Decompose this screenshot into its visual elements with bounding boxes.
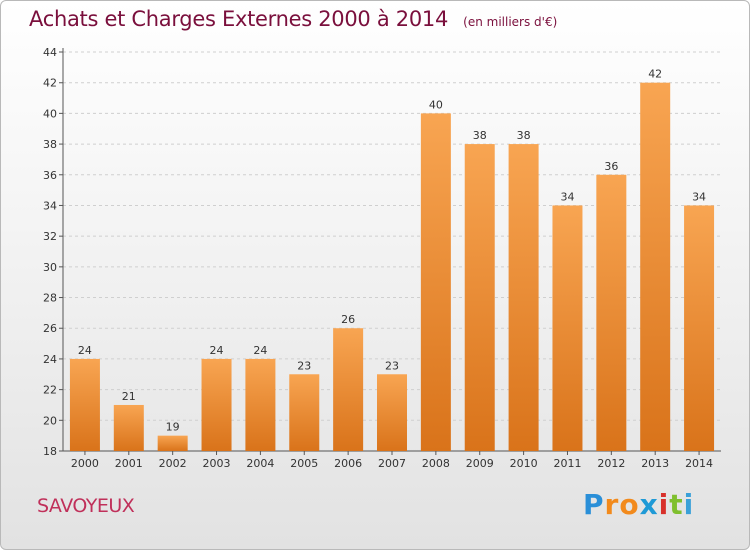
x-tick-label: 2011 bbox=[553, 457, 581, 470]
x-tick-label: 2002 bbox=[159, 457, 187, 470]
y-tick-label: 24 bbox=[43, 353, 57, 366]
y-tick-label: 20 bbox=[43, 414, 57, 427]
value-label: 21 bbox=[122, 390, 136, 403]
value-label: 23 bbox=[297, 359, 311, 372]
logo-letter: o bbox=[619, 488, 640, 521]
x-tick-label: 2009 bbox=[466, 457, 494, 470]
logo-letter: t bbox=[669, 488, 684, 521]
chart-title: Achats et Charges Externes 2000 à 2014 bbox=[29, 7, 449, 31]
x-tick-label: 2004 bbox=[246, 457, 274, 470]
bar bbox=[201, 358, 232, 451]
x-tick-label: 2010 bbox=[510, 457, 538, 470]
value-label: 24 bbox=[210, 344, 224, 357]
bar bbox=[640, 82, 671, 451]
bar bbox=[289, 374, 320, 451]
x-tick-label: 2012 bbox=[597, 457, 625, 470]
x-tick-label: 2005 bbox=[290, 457, 318, 470]
logo-letter: x bbox=[639, 488, 659, 521]
bar bbox=[377, 374, 407, 451]
logo-letter: P bbox=[583, 488, 605, 521]
value-label: 23 bbox=[385, 359, 399, 372]
value-label: 24 bbox=[253, 344, 267, 357]
value-label: 38 bbox=[473, 129, 487, 142]
y-tick-label: 30 bbox=[43, 261, 57, 274]
value-label: 38 bbox=[517, 129, 531, 142]
bar bbox=[157, 435, 188, 451]
value-label: 42 bbox=[648, 68, 662, 81]
logo-letter: i bbox=[683, 488, 695, 521]
y-tick-label: 38 bbox=[43, 138, 57, 151]
bar bbox=[69, 358, 100, 451]
y-tick-label: 28 bbox=[43, 292, 57, 305]
x-tick-label: 2000 bbox=[71, 457, 99, 470]
bar bbox=[684, 205, 715, 451]
bar bbox=[245, 358, 276, 451]
value-label: 34 bbox=[560, 190, 574, 203]
bars bbox=[69, 82, 715, 452]
x-tick-label: 2008 bbox=[422, 457, 450, 470]
title-block: Achats et Charges Externes 2000 à 2014 (… bbox=[29, 7, 557, 31]
logo-letter: i bbox=[658, 488, 670, 521]
x-tick-label: 2003 bbox=[203, 457, 231, 470]
bar bbox=[464, 144, 495, 452]
proxiti-logo: Proxiti bbox=[583, 488, 694, 521]
value-label: 24 bbox=[78, 344, 92, 357]
bar bbox=[333, 328, 364, 451]
value-labels: 24 21 19 24 24 23 26 23 40 38 38 34 36 42 34 bbox=[78, 68, 706, 434]
y-tick-label: 22 bbox=[43, 384, 57, 397]
y-tick-label: 36 bbox=[43, 169, 57, 182]
chart-unit: (en milliers d'€) bbox=[463, 15, 558, 29]
y-tick-label: 32 bbox=[43, 230, 57, 243]
x-tick-label: 2006 bbox=[334, 457, 362, 470]
y-tick-label: 34 bbox=[43, 199, 57, 212]
value-label: 34 bbox=[692, 190, 706, 203]
bar bbox=[420, 113, 451, 451]
y-tick-label: 18 bbox=[43, 445, 57, 458]
x-tick-label: 2007 bbox=[378, 457, 406, 470]
y-tick-label: 26 bbox=[43, 322, 57, 335]
y-tick-label: 44 bbox=[43, 46, 57, 59]
x-tick-label: 2001 bbox=[115, 457, 143, 470]
bar bbox=[113, 404, 144, 451]
commune-name: SAVOYEUX bbox=[37, 495, 135, 517]
value-label: 26 bbox=[341, 313, 355, 326]
logo-letter: r bbox=[604, 488, 620, 521]
value-label: 36 bbox=[604, 160, 618, 173]
bar bbox=[552, 205, 583, 451]
y-tick-label: 42 bbox=[43, 77, 57, 90]
value-label: 19 bbox=[166, 421, 180, 434]
x-tick-label: 2013 bbox=[641, 457, 669, 470]
y-tick-label: 40 bbox=[43, 107, 57, 120]
bar bbox=[596, 174, 627, 451]
x-tick-label: 2014 bbox=[685, 457, 713, 470]
bar bbox=[508, 144, 539, 452]
value-label: 40 bbox=[429, 98, 443, 111]
axes: 18 20 22 24 26 28 30 32 34 36 38 40 42 44 2000 2001 2002… bbox=[43, 46, 721, 470]
